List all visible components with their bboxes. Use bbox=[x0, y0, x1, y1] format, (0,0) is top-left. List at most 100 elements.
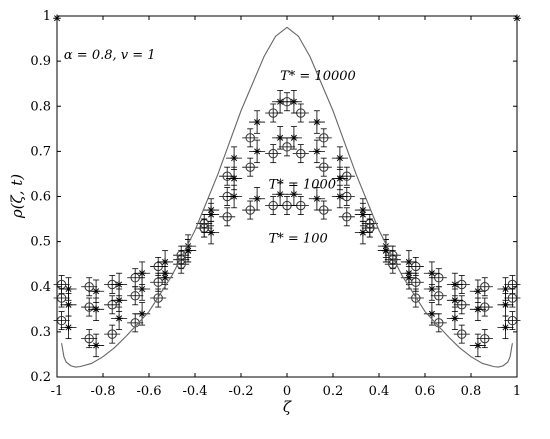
asterisk-stroke bbox=[277, 98, 284, 105]
data-point-asterisk bbox=[428, 310, 436, 318]
data-point-circle bbox=[222, 212, 232, 222]
data-point-circle bbox=[56, 315, 67, 326]
asterisk-stroke bbox=[208, 229, 215, 236]
error-bar bbox=[476, 277, 493, 297]
asterisk-stroke bbox=[254, 195, 261, 202]
data-point-asterisk bbox=[207, 206, 215, 214]
data-point-asterisk bbox=[253, 118, 261, 126]
asterisk-stroke bbox=[65, 285, 72, 293]
error-bar bbox=[476, 329, 493, 349]
data-point-circle bbox=[130, 291, 140, 301]
data-point-asterisk bbox=[92, 305, 100, 314]
data-point-asterisk bbox=[405, 273, 413, 282]
data-point-asterisk bbox=[92, 287, 100, 296]
data-point-circle bbox=[245, 133, 255, 143]
data-point-asterisk bbox=[428, 269, 436, 278]
data-point-circle bbox=[268, 148, 278, 159]
error-bar bbox=[265, 144, 282, 164]
asterisk-stroke bbox=[502, 301, 509, 308]
error-bar bbox=[430, 286, 447, 306]
asterisk-stroke bbox=[185, 247, 192, 254]
data-point-circle bbox=[411, 293, 421, 303]
x-tick-label: 0.4 bbox=[369, 384, 390, 399]
error-bar bbox=[81, 329, 98, 349]
asterisk-stroke bbox=[208, 206, 215, 214]
y-tick-label: 1 bbox=[43, 9, 51, 24]
data-point-asterisk bbox=[474, 341, 482, 350]
annotations: α = 0.8, v = 1 T* = 10000 T* = 1000 T* = 10… bbox=[64, 48, 356, 247]
asterisk-stroke bbox=[139, 285, 146, 293]
y-tick-label: 0.4 bbox=[30, 280, 51, 295]
data-point-circle bbox=[319, 162, 329, 172]
data-point-asterisk bbox=[64, 285, 73, 293]
y-tick-label: 0.5 bbox=[30, 235, 51, 250]
axis-ticks: -1 -0.8 -0.6 -0.4 -0.2 0 0.2 0.4 0.6 0.8 1 0.2 0.3 0.… bbox=[30, 9, 521, 399]
asterisk-stroke bbox=[313, 119, 320, 126]
data-point-circle bbox=[480, 333, 490, 344]
asterisk-stroke bbox=[474, 288, 481, 295]
data-point-circle bbox=[282, 142, 292, 152]
error-bar bbox=[476, 297, 493, 317]
data-point-asterisk bbox=[184, 246, 192, 255]
data-point-circle bbox=[153, 293, 163, 303]
data-point-asterisk bbox=[115, 314, 123, 323]
data-point-asterisk bbox=[138, 285, 146, 293]
data-point-circle bbox=[84, 333, 94, 344]
data-point-circle bbox=[107, 329, 117, 339]
data-point-asterisk bbox=[92, 341, 100, 350]
data-point-circle bbox=[388, 259, 398, 269]
error-bar bbox=[242, 157, 259, 177]
error-bar bbox=[504, 311, 521, 331]
error-bar bbox=[81, 277, 98, 297]
error-bar bbox=[127, 313, 144, 333]
data-point-asterisk bbox=[161, 273, 169, 282]
asterisk-stroke bbox=[231, 193, 238, 200]
asterisk-stroke bbox=[336, 155, 343, 162]
data-point-asterisk bbox=[290, 97, 298, 106]
error-bar bbox=[338, 166, 355, 186]
annotation-label: T* = 10000 bbox=[280, 69, 356, 84]
asterisk-stroke bbox=[313, 148, 320, 155]
asterisk-stroke bbox=[116, 281, 123, 288]
data-point-asterisk bbox=[474, 305, 482, 314]
data-point-circle bbox=[434, 291, 444, 301]
error-bar bbox=[219, 166, 236, 186]
asterisk-stroke bbox=[65, 324, 72, 331]
x-axis-label: ζ bbox=[283, 398, 292, 416]
asterisk-stroke bbox=[359, 229, 366, 236]
asterisk-stroke bbox=[313, 195, 320, 202]
error-bar bbox=[453, 295, 470, 315]
data-point-circle bbox=[507, 293, 518, 303]
annotation-label: α = 0.8, v = 1 bbox=[64, 48, 156, 63]
asterisk-stroke bbox=[451, 281, 458, 288]
data-point-asterisk bbox=[207, 228, 215, 237]
y-tick-label: 0.8 bbox=[30, 99, 51, 114]
data-point-asterisk bbox=[64, 323, 73, 332]
x-tick-label: 0.2 bbox=[323, 384, 344, 399]
asterisk-stroke bbox=[162, 274, 169, 281]
data-point-circle bbox=[245, 162, 255, 172]
data-point-asterisk bbox=[336, 174, 344, 183]
y-tick-label: 0.2 bbox=[30, 370, 51, 385]
error-bar bbox=[219, 207, 236, 227]
asterisk-stroke bbox=[474, 342, 481, 349]
y-tick-label: 0.6 bbox=[30, 190, 51, 205]
data-point-asterisk bbox=[501, 323, 510, 332]
data-point-asterisk bbox=[290, 190, 298, 199]
error-bar bbox=[292, 144, 309, 164]
data-point-circle bbox=[319, 133, 329, 143]
asterisk-stroke bbox=[451, 315, 458, 322]
data-point-asterisk bbox=[451, 280, 459, 289]
asterisk-stroke bbox=[382, 247, 389, 254]
series-line bbox=[61, 26, 513, 368]
y-tick-label: 0.7 bbox=[30, 144, 51, 159]
error-bar bbox=[361, 218, 378, 238]
plot-marks bbox=[53, 14, 521, 368]
data-point-asterisk bbox=[501, 300, 510, 309]
error-bar bbox=[104, 295, 121, 315]
data-point-asterisk bbox=[451, 296, 459, 305]
y-tick-label: 0.9 bbox=[30, 54, 51, 69]
data-point-asterisk bbox=[230, 154, 238, 162]
y-axis-label: ρ(ζ, t) bbox=[8, 174, 26, 219]
data-point-asterisk bbox=[451, 314, 459, 323]
